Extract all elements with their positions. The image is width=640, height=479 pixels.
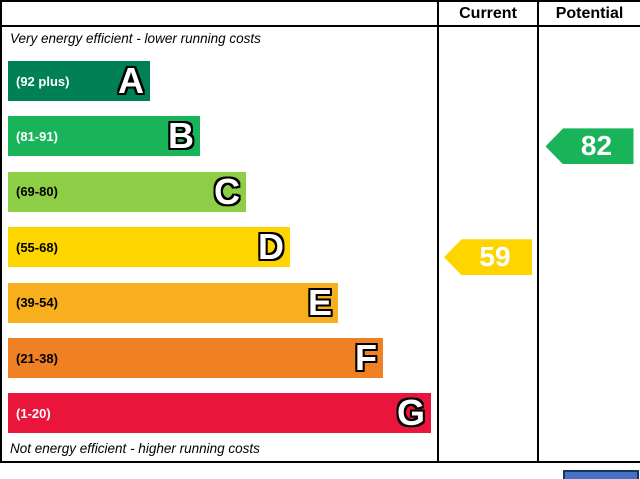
band-range-label: (21-38): [16, 350, 58, 366]
chart-top-border: [0, 0, 640, 2]
chart-bottom-border: [0, 461, 640, 463]
band-range-label: (55-68): [16, 239, 58, 255]
eu-directive-box-partial: [563, 470, 639, 479]
top-caption: Very energy efficient - lower running co…: [10, 31, 261, 46]
bottom-caption: Not energy efficient - higher running co…: [10, 441, 260, 456]
band-B: (81-91) B: [8, 115, 200, 157]
band-letter: B: [168, 115, 194, 157]
potential-column-header: Potential: [555, 4, 624, 22]
band-range-label: (92 plus): [16, 73, 70, 89]
band-letter: A: [118, 60, 144, 101]
band-D: (55-68) D: [8, 226, 290, 268]
current-column-line: [437, 0, 439, 463]
chart-left-border: [0, 0, 2, 463]
band-letter: F: [355, 337, 377, 378]
current-rating-arrow: 59: [444, 239, 532, 276]
header-divider: [0, 25, 640, 27]
band-E: (39-54) E: [8, 281, 338, 323]
potential-column-line: [537, 0, 539, 463]
band-letter: D: [258, 226, 284, 268]
band-letter: C: [214, 170, 240, 212]
current-column-header: Current: [459, 4, 517, 22]
band-F: (21-38) F: [8, 338, 383, 378]
band-G: (1-20) G: [8, 392, 431, 434]
band-range-label: (39-54): [16, 295, 58, 311]
band-range-label: (69-80): [16, 184, 58, 200]
current-rating-value: 59: [479, 241, 511, 273]
band-letter: G: [396, 392, 425, 434]
band-C: (69-80) C: [8, 170, 246, 212]
band-letter: E: [307, 281, 332, 323]
potential-rating-arrow: 82: [545, 128, 634, 165]
band-A: (92 plus) A: [8, 61, 150, 101]
potential-rating-value: 82: [580, 130, 613, 162]
band-range-label: (81-91): [16, 128, 58, 144]
band-range-label: (1-20): [16, 405, 51, 421]
